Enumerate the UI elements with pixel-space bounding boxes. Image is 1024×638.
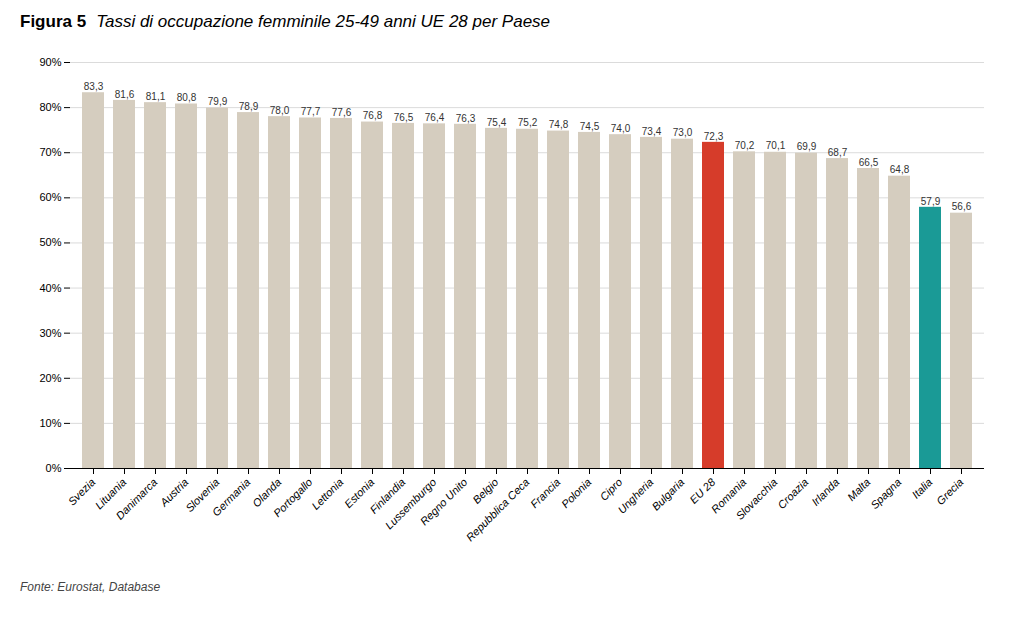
svg-text:66,5: 66,5	[859, 157, 879, 168]
svg-text:50%: 50%	[39, 236, 61, 248]
svg-text:Belgio: Belgio	[470, 476, 500, 506]
svg-text:83,3: 83,3	[84, 81, 104, 92]
svg-text:73,0: 73,0	[673, 127, 693, 138]
svg-text:Svezia: Svezia	[65, 475, 98, 508]
svg-text:73,4: 73,4	[642, 126, 662, 137]
svg-text:72,3: 72,3	[704, 131, 724, 142]
svg-text:Estonia: Estonia	[342, 475, 377, 511]
svg-text:30%: 30%	[39, 327, 61, 339]
svg-text:56,6: 56,6	[952, 201, 972, 212]
svg-text:68,7: 68,7	[828, 147, 848, 158]
svg-text:77,6: 77,6	[332, 107, 352, 118]
svg-text:Cipro: Cipro	[597, 476, 624, 503]
svg-text:80%: 80%	[39, 101, 61, 113]
svg-text:60%: 60%	[39, 191, 61, 203]
svg-text:81,6: 81,6	[115, 89, 135, 100]
svg-text:79,9: 79,9	[208, 96, 228, 107]
svg-text:81,1: 81,1	[146, 91, 166, 102]
svg-text:Lussemburgo: Lussemburgo	[382, 475, 439, 532]
svg-text:Repubblica Ceca: Repubblica Ceca	[464, 476, 532, 544]
svg-text:78,9: 78,9	[239, 101, 259, 112]
svg-text:90%: 90%	[39, 56, 61, 68]
svg-text:Portogallo: Portogallo	[271, 476, 315, 520]
svg-text:Romania: Romania	[708, 475, 749, 516]
svg-text:76,4: 76,4	[425, 112, 445, 123]
svg-text:57,9: 57,9	[921, 196, 941, 207]
svg-text:0%: 0%	[46, 462, 62, 474]
svg-text:Regno Unito: Regno Unito	[418, 476, 470, 528]
svg-text:64,8: 64,8	[890, 164, 910, 175]
svg-text:Austria: Austria	[157, 475, 191, 509]
svg-text:69,9: 69,9	[797, 141, 817, 152]
svg-text:76,3: 76,3	[456, 113, 476, 124]
svg-text:78,0: 78,0	[270, 105, 290, 116]
svg-text:Danimarca: Danimarca	[113, 476, 159, 522]
svg-text:75,2: 75,2	[518, 117, 538, 128]
svg-text:70%: 70%	[39, 146, 61, 158]
svg-text:Finlandia: Finlandia	[367, 475, 408, 516]
svg-text:Bulgaria: Bulgaria	[649, 476, 686, 513]
svg-text:EU 28: EU 28	[687, 475, 718, 506]
svg-text:Germania: Germania	[210, 476, 253, 519]
svg-text:74,8: 74,8	[549, 119, 569, 130]
svg-text:Irlanda: Irlanda	[809, 476, 841, 508]
svg-text:Lettonia: Lettonia	[309, 476, 345, 512]
svg-text:74,0: 74,0	[611, 123, 631, 134]
svg-text:Spagna: Spagna	[868, 476, 903, 511]
html-text:Figura 5: Figura 5	[20, 12, 87, 31]
svg-text:70,2: 70,2	[735, 140, 755, 151]
svg-text:Slovenia: Slovenia	[183, 475, 222, 515]
html-text:Fonte: Eurostat, Database: Fonte: Eurostat, Database	[20, 580, 161, 594]
svg-text:Grecia: Grecia	[934, 476, 965, 507]
svg-text:Slovacchia: Slovacchia	[733, 476, 779, 522]
svg-text:70,1: 70,1	[766, 140, 786, 151]
html-text:Tassi di occupazione femminile: Tassi di occupazione femminile 25-49 ann…	[96, 12, 550, 31]
svg-text:Lituania: Lituania	[92, 475, 129, 512]
svg-text:75,4: 75,4	[487, 117, 507, 128]
svg-text:76,5: 76,5	[394, 112, 414, 123]
svg-text:Croazia: Croazia	[775, 476, 810, 511]
svg-text:77,7: 77,7	[301, 106, 321, 117]
svg-text:74,5: 74,5	[580, 121, 600, 132]
svg-text:Polonia: Polonia	[559, 476, 593, 510]
svg-text:20%: 20%	[39, 372, 61, 384]
svg-text:10%: 10%	[39, 417, 61, 429]
svg-text:80,8: 80,8	[177, 92, 197, 103]
svg-text:Italia: Italia	[909, 476, 934, 501]
svg-text:40%: 40%	[39, 282, 61, 294]
svg-text:Ungheria: Ungheria	[615, 476, 655, 516]
svg-text:76,8: 76,8	[363, 110, 383, 121]
svg-text:Malta: Malta	[845, 476, 873, 504]
svg-text:Olanda: Olanda	[249, 475, 284, 510]
svg-text:Francia: Francia	[528, 476, 562, 510]
